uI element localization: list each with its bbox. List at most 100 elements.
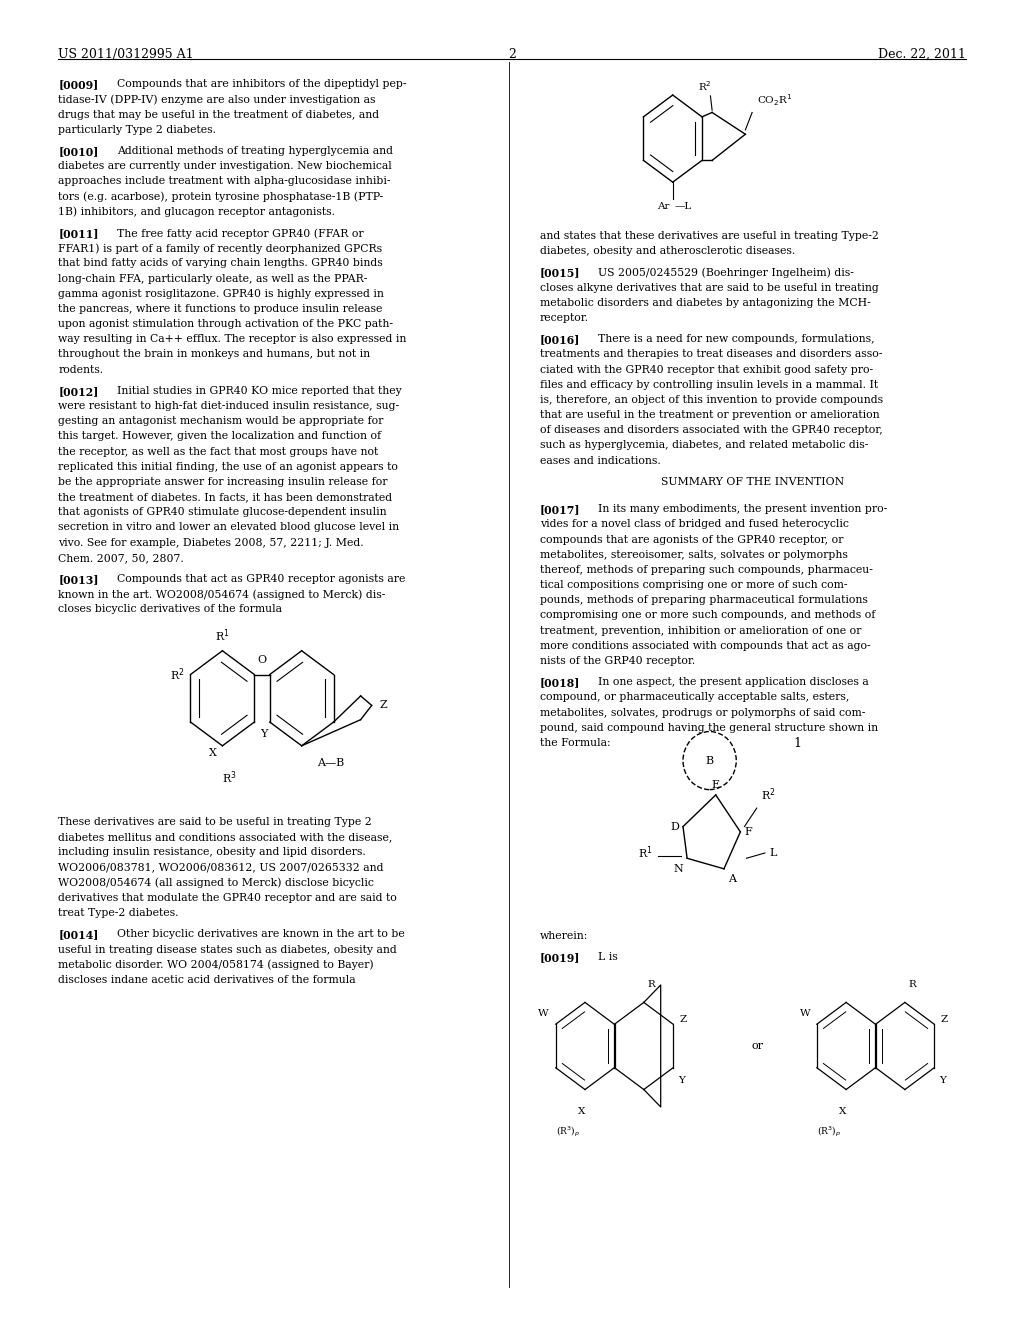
Text: including insulin resistance, obesity and lipid disorders.: including insulin resistance, obesity an… — [58, 847, 367, 858]
Text: nists of the GRP40 receptor.: nists of the GRP40 receptor. — [540, 656, 695, 667]
Text: is, therefore, an object of this invention to provide compounds: is, therefore, an object of this inventi… — [540, 395, 883, 405]
Text: were resistant to high-fat diet-induced insulin resistance, sug-: were resistant to high-fat diet-induced … — [58, 401, 399, 411]
Text: SUMMARY OF THE INVENTION: SUMMARY OF THE INVENTION — [662, 477, 844, 487]
Text: [0012]: [0012] — [58, 385, 98, 397]
Text: compromising one or more such compounds, and methods of: compromising one or more such compounds,… — [540, 610, 876, 620]
Text: These derivatives are said to be useful in treating Type 2: These derivatives are said to be useful … — [58, 817, 372, 828]
Text: R$^{1}$: R$^{1}$ — [215, 627, 229, 644]
Text: —L: —L — [675, 202, 691, 211]
Text: gesting an antagonist mechanism would be appropriate for: gesting an antagonist mechanism would be… — [58, 416, 384, 426]
Text: Additional methods of treating hyperglycemia and: Additional methods of treating hyperglyc… — [117, 147, 393, 156]
Text: (R$^3$)$_p$: (R$^3$)$_p$ — [556, 1125, 581, 1139]
Text: the treatment of diabetes. In facts, it has been demonstrated: the treatment of diabetes. In facts, it … — [58, 492, 392, 502]
Text: A—B: A—B — [317, 758, 345, 768]
Text: drugs that may be useful in the treatment of diabetes, and: drugs that may be useful in the treatmen… — [58, 110, 380, 120]
Text: In one aspect, the present application discloses a: In one aspect, the present application d… — [598, 677, 868, 688]
Text: Compounds that act as GPR40 receptor agonists are: Compounds that act as GPR40 receptor ago… — [117, 574, 406, 583]
Text: tors (e.g. acarbose), protein tyrosine phosphatase-1B (PTP-: tors (e.g. acarbose), protein tyrosine p… — [58, 191, 384, 202]
Text: R$^{2}$: R$^{2}$ — [170, 667, 185, 682]
Text: Compounds that are inhibitors of the dipeptidyl pep-: Compounds that are inhibitors of the dip… — [117, 79, 407, 90]
Text: 2: 2 — [508, 48, 516, 61]
Text: CO$_2$R$^1$: CO$_2$R$^1$ — [757, 92, 793, 108]
Text: R$^2$: R$^2$ — [698, 79, 713, 92]
Text: D: D — [670, 821, 679, 832]
Text: 1: 1 — [794, 737, 802, 750]
Text: treatment, prevention, inhibition or amelioration of one or: treatment, prevention, inhibition or ame… — [540, 626, 861, 636]
Text: [0014]: [0014] — [58, 929, 98, 940]
Text: There is a need for new compounds, formulations,: There is a need for new compounds, formu… — [598, 334, 874, 345]
Text: files and efficacy by controlling insulin levels in a mammal. It: files and efficacy by controlling insuli… — [540, 380, 878, 389]
Text: rodents.: rodents. — [58, 364, 103, 375]
Text: eases and indications.: eases and indications. — [540, 455, 660, 466]
Text: treat Type-2 diabetes.: treat Type-2 diabetes. — [58, 908, 179, 919]
Text: Ar: Ar — [656, 202, 670, 211]
Text: Other bicyclic derivatives are known in the art to be: Other bicyclic derivatives are known in … — [117, 929, 404, 940]
Text: that agonists of GPR40 stimulate glucose-dependent insulin: that agonists of GPR40 stimulate glucose… — [58, 507, 387, 517]
Text: compound, or pharmaceutically acceptable salts, esters,: compound, or pharmaceutically acceptable… — [540, 693, 849, 702]
Text: B: B — [706, 755, 714, 766]
Text: N: N — [673, 863, 683, 874]
Text: US 2005/0245529 (Boehringer Ingelheim) dis-: US 2005/0245529 (Boehringer Ingelheim) d… — [598, 268, 854, 279]
Text: such as hyperglycemia, diabetes, and related metabolic dis-: such as hyperglycemia, diabetes, and rel… — [540, 441, 868, 450]
Text: upon agonist stimulation through activation of the PKC path-: upon agonist stimulation through activat… — [58, 319, 393, 329]
Text: diabetes are currently under investigation. New biochemical: diabetes are currently under investigati… — [58, 161, 392, 172]
Text: closes bicyclic derivatives of the formula: closes bicyclic derivatives of the formu… — [58, 605, 283, 614]
Text: pounds, methods of preparing pharmaceutical formulations: pounds, methods of preparing pharmaceuti… — [540, 595, 867, 606]
Text: wherein:: wherein: — [540, 931, 588, 941]
Text: [0011]: [0011] — [58, 228, 99, 239]
Text: Y: Y — [939, 1076, 946, 1085]
Text: Initial studies in GPR40 KO mice reported that they: Initial studies in GPR40 KO mice reporte… — [117, 385, 401, 396]
Text: [0010]: [0010] — [58, 147, 98, 157]
Text: treatments and therapies to treat diseases and disorders asso-: treatments and therapies to treat diseas… — [540, 350, 882, 359]
Text: diabetes mellitus and conditions associated with the disease,: diabetes mellitus and conditions associa… — [58, 832, 393, 842]
Text: A: A — [728, 874, 736, 884]
Text: particularly Type 2 diabetes.: particularly Type 2 diabetes. — [58, 124, 216, 135]
Text: X: X — [839, 1107, 847, 1115]
Text: [0017]: [0017] — [540, 504, 581, 515]
Text: X: X — [578, 1107, 586, 1115]
Text: (R$^3$)$_p$: (R$^3$)$_p$ — [817, 1125, 842, 1139]
Text: [0013]: [0013] — [58, 574, 99, 585]
Text: F: F — [744, 826, 753, 837]
Text: [0019]: [0019] — [540, 952, 580, 964]
Text: tidase-IV (DPP-IV) enzyme are also under investigation as: tidase-IV (DPP-IV) enzyme are also under… — [58, 95, 376, 106]
Text: throughout the brain in monkeys and humans, but not in: throughout the brain in monkeys and huma… — [58, 350, 371, 359]
Text: this target. However, given the localization and function of: this target. However, given the localiza… — [58, 432, 382, 441]
Text: metabolites, stereoisomer, salts, solvates or polymorphs: metabolites, stereoisomer, salts, solvat… — [540, 549, 848, 560]
Text: the pancreas, where it functions to produce insulin release: the pancreas, where it functions to prod… — [58, 304, 383, 314]
Text: WO2008/054674 (all assigned to Merck) disclose bicyclic: WO2008/054674 (all assigned to Merck) di… — [58, 878, 374, 888]
Text: Z: Z — [941, 1015, 948, 1024]
Text: [0018]: [0018] — [540, 677, 580, 688]
Text: WO2006/083781, WO2006/083612, US 2007/0265332 and: WO2006/083781, WO2006/083612, US 2007/02… — [58, 862, 384, 873]
Text: receptor.: receptor. — [540, 313, 589, 323]
Text: tical compositions comprising one or more of such com-: tical compositions comprising one or mor… — [540, 579, 847, 590]
Text: [0009]: [0009] — [58, 79, 98, 90]
Text: and states that these derivatives are useful in treating Type-2: and states that these derivatives are us… — [540, 231, 879, 242]
Text: Z: Z — [680, 1015, 687, 1024]
Text: of diseases and disorders associated with the GPR40 receptor,: of diseases and disorders associated wit… — [540, 425, 883, 436]
Text: gamma agonist rosiglitazone. GPR40 is highly expressed in: gamma agonist rosiglitazone. GPR40 is hi… — [58, 289, 384, 298]
Text: long-chain FFA, particularly oleate, as well as the PPAR-: long-chain FFA, particularly oleate, as … — [58, 273, 368, 284]
Text: ciated with the GPR40 receptor that exhibit good safety pro-: ciated with the GPR40 receptor that exhi… — [540, 364, 872, 375]
Text: metabolites, solvates, prodrugs or polymorphs of said com-: metabolites, solvates, prodrugs or polym… — [540, 708, 865, 718]
Text: Dec. 22, 2011: Dec. 22, 2011 — [878, 48, 966, 61]
Text: compounds that are agonists of the GPR40 receptor, or: compounds that are agonists of the GPR40… — [540, 535, 843, 545]
Text: metabolic disorders and diabetes by antagonizing the MCH-: metabolic disorders and diabetes by anta… — [540, 298, 870, 308]
Text: 1B) inhibitors, and glucagon receptor antagonists.: 1B) inhibitors, and glucagon receptor an… — [58, 207, 336, 218]
Text: useful in treating disease states such as diabetes, obesity and: useful in treating disease states such a… — [58, 945, 397, 954]
Text: US 2011/0312995 A1: US 2011/0312995 A1 — [58, 48, 194, 61]
Text: or: or — [752, 1041, 764, 1051]
Text: more conditions associated with compounds that act as ago-: more conditions associated with compound… — [540, 640, 870, 651]
Text: be the appropriate answer for increasing insulin release for: be the appropriate answer for increasing… — [58, 477, 388, 487]
Text: [0016]: [0016] — [540, 334, 580, 346]
Text: diabetes, obesity and atherosclerotic diseases.: diabetes, obesity and atherosclerotic di… — [540, 246, 795, 256]
Text: L is: L is — [598, 952, 617, 962]
Text: thereof, methods of preparing such compounds, pharmaceu-: thereof, methods of preparing such compo… — [540, 565, 872, 576]
Text: pound, said compound having the general structure shown in: pound, said compound having the general … — [540, 723, 878, 733]
Text: Z: Z — [379, 701, 387, 710]
Text: W: W — [539, 1008, 549, 1018]
Text: In its many embodiments, the present invention pro-: In its many embodiments, the present inv… — [598, 504, 887, 515]
Text: R: R — [908, 981, 916, 989]
Text: derivatives that modulate the GPR40 receptor and are said to: derivatives that modulate the GPR40 rece… — [58, 892, 397, 903]
Text: X: X — [209, 748, 217, 758]
